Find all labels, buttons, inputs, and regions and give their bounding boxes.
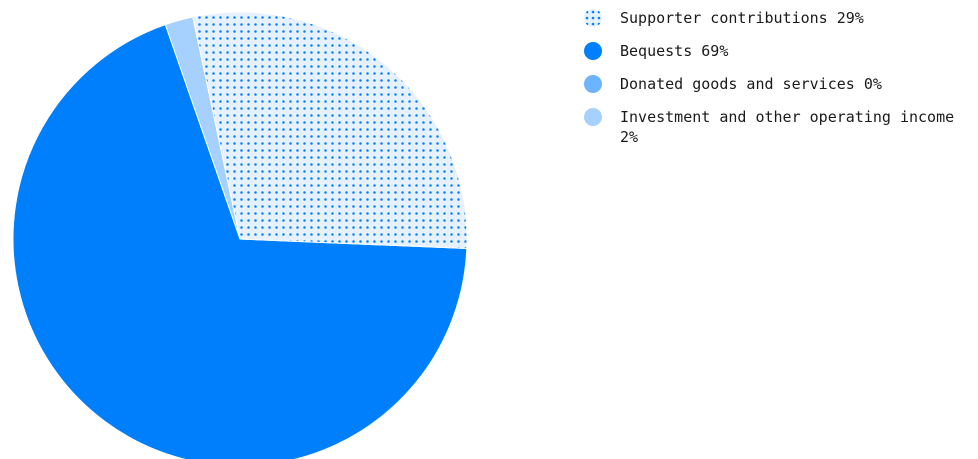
legend-swatch-supporter-contributions <box>584 9 602 27</box>
pie-slices <box>12 11 468 459</box>
legend-label: Investment and other operating income 2% <box>620 108 955 146</box>
legend-item-supporter-contributions: Supporter contributions 29% <box>582 8 978 28</box>
legend-item-bequests: Bequests 69% <box>582 41 978 61</box>
legend: Supporter contributions 29% Bequests 69%… <box>582 8 978 160</box>
legend-label: Bequests 69% <box>620 42 729 60</box>
legend-swatch-bequests <box>584 42 602 60</box>
legend-item-investment-income: Investment and other operating income 2% <box>582 107 978 147</box>
pie-slice-supporter-contributions <box>192 11 468 250</box>
legend-swatch-investment-income <box>584 108 602 126</box>
legend-label: Donated goods and services 0% <box>620 75 882 93</box>
legend-swatch-donated-goods <box>584 75 602 93</box>
legend-label: Supporter contributions 29% <box>620 9 864 27</box>
pie-slice-bequests <box>12 23 468 459</box>
legend-item-donated-goods: Donated goods and services 0% <box>582 74 978 94</box>
